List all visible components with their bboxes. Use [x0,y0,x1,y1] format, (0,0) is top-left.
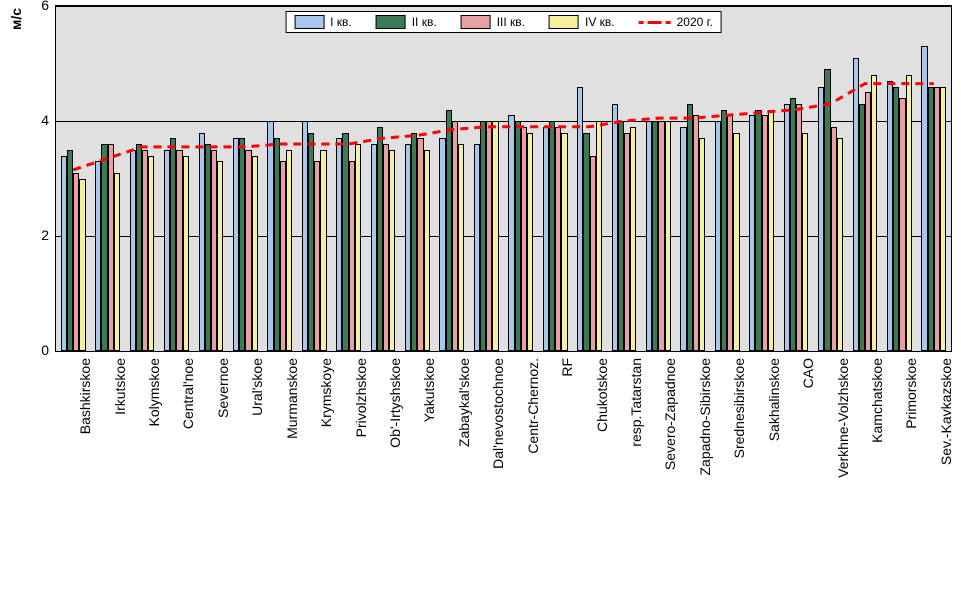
bar [458,144,464,351]
x-tick-label: Severo-Zapadnoe [662,358,678,470]
y-axis: 0246 [0,5,55,350]
bar [114,173,120,351]
x-tick-label: Yakutskoe [421,358,437,422]
x-tick-label: Sev.-Kavkazskoe [938,358,954,465]
x-tick-label: RF [559,358,575,377]
bar [183,156,189,352]
legend-label: I кв. [330,15,352,29]
legend-item: III кв. [461,15,525,29]
bar [217,161,223,351]
bar [733,133,739,352]
y-tick-label: 6 [41,0,49,13]
bar [148,156,154,352]
legend-label: II кв. [412,15,437,29]
bar [79,179,85,352]
x-tick-label: Bashkirskoe [77,358,93,434]
x-tick-label: Central'noe [180,358,196,429]
x-tick-label: Privolzhskoe [353,358,369,437]
bar [906,75,912,351]
bar [871,75,877,351]
bar [355,144,361,351]
bar [699,138,705,351]
bar [252,156,258,352]
x-axis-labels: Bashkirskoe Irkutskoe Kolymskoe Central'noe… [55,350,950,590]
x-tick-label: Krymskoye [318,358,334,427]
x-tick-label: Chukotskoe [594,358,610,432]
bar [561,133,567,352]
legend-label: III кв. [497,15,525,29]
chart-container: м/с 0246 I кв.II кв.III кв.IV кв.2020 г.… [0,0,961,596]
legend-swatch [549,15,579,29]
legend-item: IV кв. [549,15,615,29]
bar [424,150,430,351]
x-tick-label: CAO [800,358,816,388]
x-tick-label: Murmanskoe [284,358,300,439]
plot-area: I кв. II кв. III кв. IV кв. 2020 г. [55,5,952,352]
x-tick-label: Dal'nevostochnoe [490,358,506,469]
x-tick-label: Kamchatskoe [869,358,885,443]
legend: I кв. II кв. III кв. IV кв. 2020 г. [285,11,722,33]
x-tick-label: Srednesibirskoe [731,358,747,458]
bar [527,133,533,352]
x-tick-label: Zabaykal'skoe [456,358,472,447]
legend-item: I кв. [294,15,352,29]
x-tick-label: Primorskoe [903,358,919,429]
bar [665,121,671,351]
x-tick-label: Verkhne-Volzhskoe [835,358,851,478]
legend-swatch [294,15,324,29]
x-tick-label: Zapadno-Sibirskoe [697,358,713,476]
bars-area [56,6,951,351]
bar [837,138,843,351]
bar [802,133,808,352]
bar [596,121,602,351]
legend-line-swatch [639,21,671,24]
bar [320,150,326,351]
x-tick-label: Kolymskoe [146,358,162,426]
bar [630,127,636,351]
x-tick-label: Irkutskoe [112,358,128,415]
x-tick-label: Ural'skoe [249,358,265,416]
legend-label: IV кв. [585,15,615,29]
legend-swatch [461,15,491,29]
y-tick-label: 2 [41,227,49,243]
y-tick-label: 4 [41,112,49,128]
bar [286,150,292,351]
x-tick-label: Ob'-Irtyshskoe [387,358,403,448]
bar [768,110,774,352]
x-tick-label: Centr-Chernoz. [525,358,541,454]
x-tick-label: Sakhalinskoe [766,358,782,441]
bar [940,87,946,352]
legend-item: II кв. [376,15,437,29]
bar [492,121,498,351]
x-tick-label: resp.Tatarstan [628,358,644,447]
y-tick-label: 0 [41,342,49,358]
bar [389,150,395,351]
legend-item: 2020 г. [639,15,713,29]
legend-label: 2020 г. [677,15,713,29]
x-tick-label: Severnoe [215,358,231,418]
legend-swatch [376,15,406,29]
